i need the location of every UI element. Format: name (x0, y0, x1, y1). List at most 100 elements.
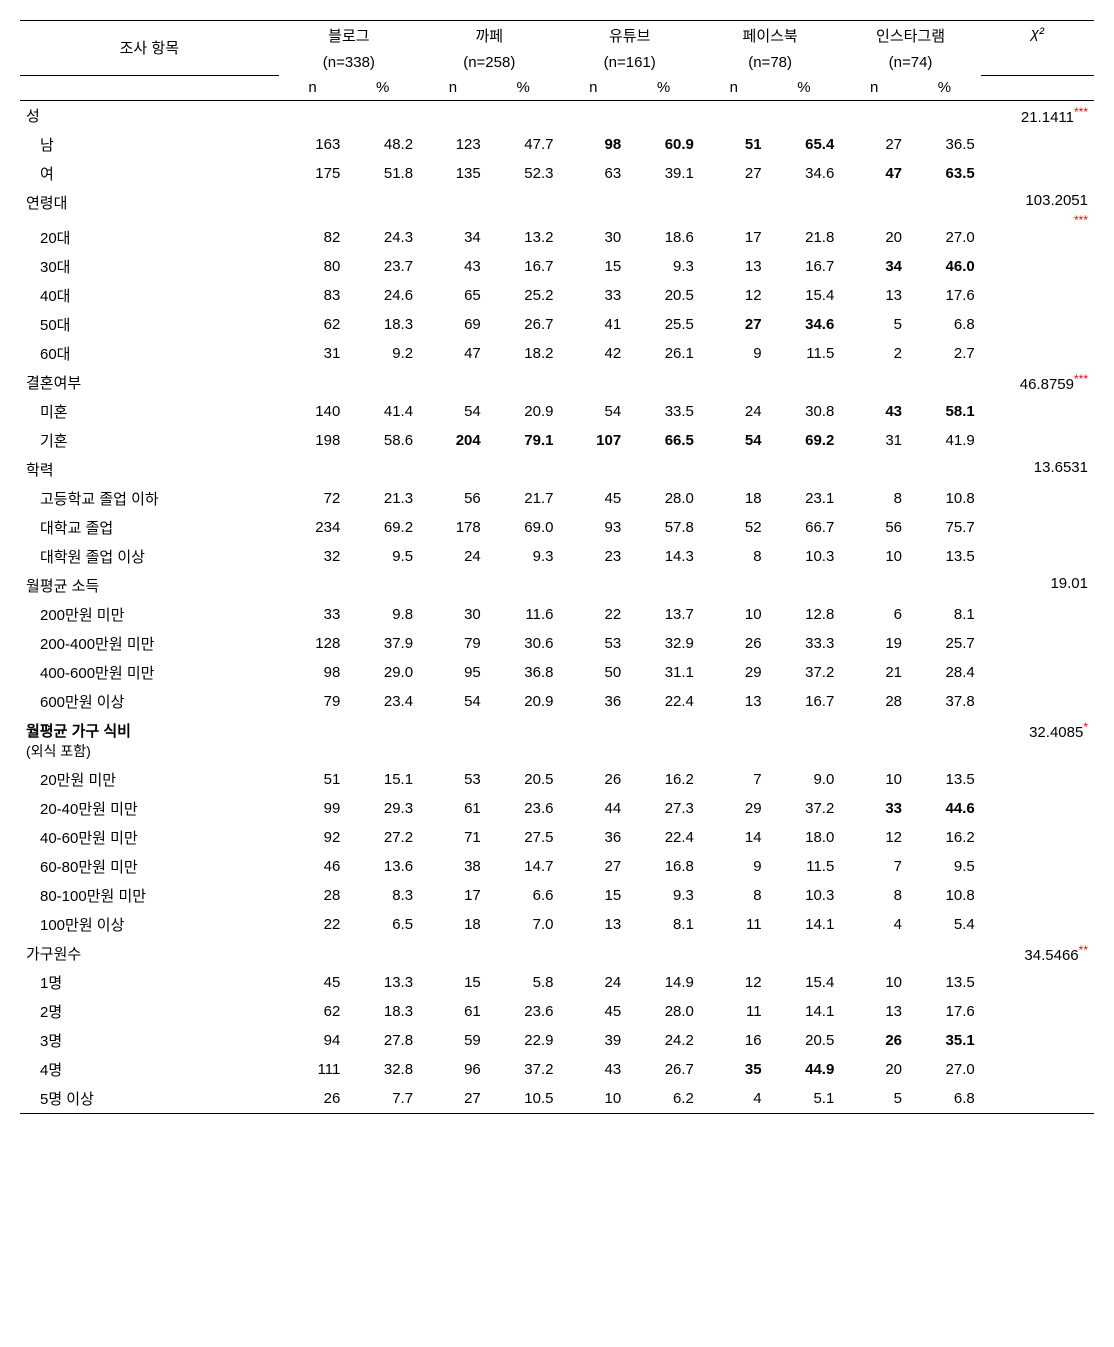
cell-pct: 20.5 (487, 765, 560, 794)
cell-n: 204 (419, 426, 487, 455)
cell-n: 69 (419, 310, 487, 339)
section-label: 가구원수 (20, 939, 279, 968)
cell-n: 7 (700, 765, 768, 794)
cell-n: 163 (279, 130, 347, 159)
row-label: 2명 (20, 997, 279, 1026)
cell-n: 98 (559, 130, 627, 159)
row-label: 고등학교 졸업 이하 (20, 484, 279, 513)
cell-n: 18 (419, 910, 487, 939)
cell-n: 72 (279, 484, 347, 513)
cell-pct: 24.3 (346, 223, 419, 252)
cell-n: 22 (279, 910, 347, 939)
row-label: 100만원 이상 (20, 910, 279, 939)
header-pct: % (627, 75, 700, 101)
cell-pct: 20.5 (627, 281, 700, 310)
cell-n: 33 (840, 794, 908, 823)
cell-pct: 69.2 (346, 513, 419, 542)
cell-n: 24 (419, 542, 487, 571)
cell-pct: 14.9 (627, 968, 700, 997)
cell-pct: 25.7 (908, 629, 981, 658)
cell-pct: 15.1 (346, 765, 419, 794)
header-col-4-name: 인스타그램 (840, 21, 980, 51)
row-label: 200만원 미만 (20, 600, 279, 629)
cell-n: 140 (279, 397, 347, 426)
cell-pct: 13.3 (346, 968, 419, 997)
cell-n: 20 (840, 1055, 908, 1084)
cell-pct: 7.0 (487, 910, 560, 939)
cell-pct: 20.9 (487, 687, 560, 716)
cell-pct: 13.6 (346, 852, 419, 881)
cell-pct: 16.7 (768, 252, 841, 281)
cell-pct: 47.7 (487, 130, 560, 159)
cell-pct: 32.9 (627, 629, 700, 658)
cell-pct: 16.7 (768, 687, 841, 716)
cell-n: 14 (700, 823, 768, 852)
cell-n: 83 (279, 281, 347, 310)
cell-n: 27 (700, 310, 768, 339)
cell-n: 33 (559, 281, 627, 310)
cell-pct: 32.8 (346, 1055, 419, 1084)
cell-pct: 21.3 (346, 484, 419, 513)
cell-n: 21 (840, 658, 908, 687)
cell-n: 22 (559, 600, 627, 629)
cell-pct: 28.0 (627, 484, 700, 513)
cell-pct: 36.5 (908, 130, 981, 159)
cell-pct: 11.5 (768, 339, 841, 368)
cell-n: 95 (419, 658, 487, 687)
cell-pct: 20.9 (487, 397, 560, 426)
cell-pct: 16.7 (487, 252, 560, 281)
cell-n: 30 (559, 223, 627, 252)
cell-pct: 44.6 (908, 794, 981, 823)
cell-n: 5 (840, 310, 908, 339)
cell-pct: 13.7 (627, 600, 700, 629)
cell-pct: 33.5 (627, 397, 700, 426)
section-label: 결혼여부 (20, 368, 279, 397)
cell-pct: 10.3 (768, 542, 841, 571)
cell-pct: 29.3 (346, 794, 419, 823)
cell-n: 94 (279, 1026, 347, 1055)
cell-n: 31 (840, 426, 908, 455)
section-label: 연령대 (20, 188, 279, 217)
cell-pct: 37.8 (908, 687, 981, 716)
cell-pct: 34.6 (768, 159, 841, 188)
cell-n: 15 (559, 252, 627, 281)
section-label: 성 (20, 101, 279, 131)
header-col-0-n: (n=338) (279, 50, 419, 75)
row-label: 남 (20, 130, 279, 159)
cell-pct: 13.5 (908, 765, 981, 794)
row-label: 40대 (20, 281, 279, 310)
cell-pct: 12.8 (768, 600, 841, 629)
cell-n: 38 (419, 852, 487, 881)
cell-pct: 9.3 (627, 252, 700, 281)
cell-pct: 63.5 (908, 159, 981, 188)
cell-pct: 57.8 (627, 513, 700, 542)
cell-n: 30 (419, 600, 487, 629)
cell-n: 43 (419, 252, 487, 281)
cell-n: 17 (419, 881, 487, 910)
cell-pct: 13.2 (487, 223, 560, 252)
cell-n: 39 (559, 1026, 627, 1055)
row-label: 대학교 졸업 (20, 513, 279, 542)
cell-n: 53 (559, 629, 627, 658)
cell-n: 45 (559, 484, 627, 513)
cell-n: 26 (279, 1084, 347, 1114)
cell-pct: 36.8 (487, 658, 560, 687)
row-label: 600만원 이상 (20, 687, 279, 716)
row-label: 미혼 (20, 397, 279, 426)
cell-n: 175 (279, 159, 347, 188)
row-label: 20대 (20, 223, 279, 252)
chi-value: 32.4085* (981, 716, 1094, 765)
cell-n: 135 (419, 159, 487, 188)
cell-pct: 29.0 (346, 658, 419, 687)
cell-n: 19 (840, 629, 908, 658)
cell-pct: 48.2 (346, 130, 419, 159)
cell-n: 62 (279, 997, 347, 1026)
cell-pct: 6.2 (627, 1084, 700, 1114)
row-label: 30대 (20, 252, 279, 281)
cell-n: 61 (419, 794, 487, 823)
cell-pct: 10.5 (487, 1084, 560, 1114)
cell-pct: 14.1 (768, 997, 841, 1026)
cell-pct: 9.5 (346, 542, 419, 571)
cell-pct: 5.8 (487, 968, 560, 997)
cell-pct: 20.5 (768, 1026, 841, 1055)
